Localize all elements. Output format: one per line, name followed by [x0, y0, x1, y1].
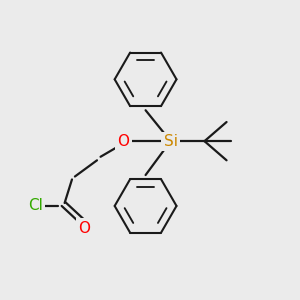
Text: O: O — [78, 220, 90, 236]
Text: O: O — [118, 134, 130, 149]
Text: Si: Si — [164, 134, 178, 149]
Text: Cl: Cl — [28, 198, 43, 213]
